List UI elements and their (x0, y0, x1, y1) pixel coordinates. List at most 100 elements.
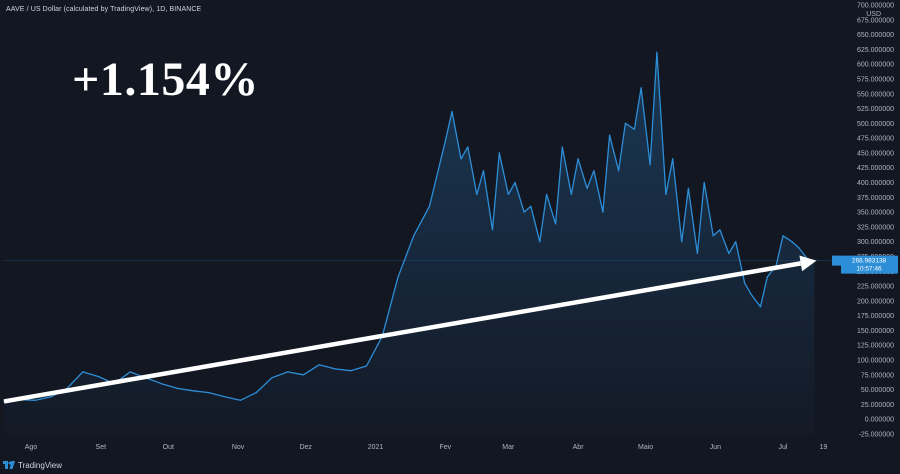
data-point-18 (287, 371, 289, 373)
data-point-54 (649, 164, 651, 166)
data-point-27 (428, 205, 431, 207)
y-tick-label: 450.000000 (857, 150, 894, 157)
data-point-44 (570, 193, 572, 195)
x-tick-label: Dez (299, 444, 312, 451)
y-tick-label: 100.000000 (857, 358, 894, 365)
data-point-40 (539, 241, 541, 243)
y-tick-label: 700.000000 (857, 3, 894, 10)
data-point-61 (703, 181, 705, 184)
data-point-26 (413, 235, 415, 237)
data-point-64 (728, 252, 730, 255)
y-tick-label: 150.000000 (857, 328, 894, 335)
price-area-fill (4, 52, 815, 435)
data-point-13 (208, 392, 210, 394)
data-point-34 (491, 229, 494, 231)
trend-arrow (3, 255, 817, 404)
y-tick-label: 350.000000 (857, 210, 894, 217)
y-tick-label: 525.000000 (857, 106, 894, 113)
current-price-text: 268.983138 (852, 258, 887, 265)
data-point-56 (665, 193, 667, 195)
data-point-16 (255, 392, 257, 394)
countdown-text: 10:57:46 (856, 266, 882, 273)
data-point-19 (302, 374, 304, 376)
plot-area (3, 51, 838, 435)
footer-bar: TradingView (0, 458, 900, 472)
data-point-69 (766, 276, 768, 278)
price-axis-background (840, 0, 900, 458)
data-point-63 (719, 229, 721, 231)
data-point-29 (451, 110, 453, 113)
x-tick-label: Nov (232, 444, 245, 451)
data-point-25 (397, 276, 399, 278)
tradingview-logo-icon (3, 456, 15, 474)
brand-name: TradingView (18, 460, 63, 470)
x-tick-label: Mar (502, 444, 515, 451)
data-point-71 (782, 235, 784, 237)
y-tick-label: 575.000000 (857, 77, 894, 84)
x-tick-label: 19 (820, 444, 828, 451)
data-point-53 (640, 87, 642, 89)
y-tick-label: 625.000000 (857, 47, 894, 54)
x-tick-label: Maio (638, 444, 653, 451)
y-tick-label: 125.000000 (857, 343, 894, 350)
y-tick-label: 225.000000 (857, 284, 894, 291)
data-point-22 (350, 370, 352, 372)
data-point-32 (476, 193, 478, 195)
current-price-tag (841, 255, 898, 274)
data-point-38 (523, 211, 525, 213)
data-point-6 (98, 376, 100, 378)
data-point-17 (271, 377, 273, 379)
data-point-5 (82, 371, 84, 373)
y-tick-label: 600.000000 (857, 62, 894, 69)
y-unit-label: USD (866, 11, 881, 18)
y-tick-label: 500.000000 (857, 121, 894, 128)
y-tick-label: 75.000000 (861, 372, 894, 379)
data-point-37 (514, 181, 516, 184)
data-point-45 (577, 158, 579, 160)
data-point-43 (561, 146, 563, 148)
data-point-10 (161, 383, 163, 385)
data-point-39 (530, 205, 532, 207)
price-axis[interactable]: 700.000000 675.000000 650.000000 625.000000… (840, 0, 900, 458)
data-point-51 (624, 122, 627, 124)
data-point-62 (712, 235, 714, 237)
y-tick-label: 50.000000 (861, 387, 894, 394)
data-point-46 (586, 187, 588, 189)
y-tick-label: 300.000000 (857, 239, 894, 246)
symbol-title: AAVE / US Dollar (calculated by TradingV… (6, 6, 202, 13)
data-point-72 (791, 241, 793, 243)
data-point-50 (618, 170, 620, 172)
data-point-31 (467, 146, 469, 148)
percent-change-label: +1.154% (72, 53, 259, 106)
x-tick-label: Jun (710, 444, 721, 451)
y-tick-label: 175.000000 (857, 313, 894, 320)
y-tick-label: 550.000000 (857, 91, 894, 98)
y-tick-label: 200.000000 (857, 298, 894, 305)
data-point-2 (34, 399, 37, 401)
data-point-3 (50, 396, 52, 398)
brand-logo[interactable]: TradingView (3, 456, 62, 474)
x-tick-label: Ago (25, 444, 38, 451)
data-point-14 (224, 396, 226, 398)
price-tag-stub (832, 255, 841, 266)
data-point-55 (656, 51, 658, 53)
data-point-11 (176, 387, 178, 389)
data-point-21 (334, 368, 336, 370)
y-tick-label: 400.000000 (857, 180, 894, 187)
y-tick-label: 650.000000 (857, 32, 894, 39)
x-tick-label: Out (163, 444, 174, 451)
data-point-58 (681, 241, 683, 243)
x-tick-label: Abr (573, 444, 585, 451)
y-tick-label: 475.000000 (857, 136, 894, 143)
y-tick-label: -25.000000 (859, 432, 895, 439)
data-point-67 (750, 294, 753, 296)
trend-arrow-shaft (3, 261, 802, 404)
data-point-48 (602, 211, 604, 213)
data-point-47 (593, 170, 595, 172)
x-tick-label: Fev (439, 444, 451, 451)
price-line (3, 51, 815, 403)
y-tick-label: 675.000000 (857, 17, 894, 24)
time-axis[interactable]: Ago Set Out Nov Dez 2021 Fev Mar Abr Maio Jun Jul 19 (25, 444, 828, 451)
